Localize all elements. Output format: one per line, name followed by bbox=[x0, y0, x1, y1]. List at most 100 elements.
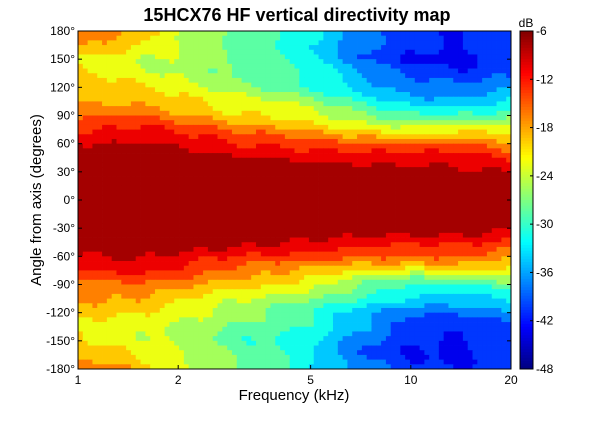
heatmap-cell bbox=[251, 143, 257, 149]
heatmap-cell bbox=[97, 195, 103, 201]
heatmap-cell bbox=[462, 209, 469, 215]
heatmap-cell bbox=[82, 265, 89, 271]
heatmap-cell bbox=[256, 185, 262, 192]
heatmap-cell bbox=[361, 185, 368, 192]
heatmap-cell bbox=[198, 35, 204, 41]
heatmap-cell bbox=[217, 101, 223, 107]
heatmap-cell bbox=[130, 181, 137, 187]
heatmap-cell bbox=[203, 96, 209, 102]
heatmap-cell bbox=[337, 59, 344, 65]
heatmap-cell bbox=[102, 261, 108, 267]
heatmap-cell bbox=[159, 228, 165, 234]
heatmap-cell bbox=[496, 49, 502, 55]
heatmap-cell bbox=[92, 148, 98, 154]
heatmap-cell bbox=[145, 209, 151, 215]
heatmap-cell bbox=[169, 138, 175, 145]
heatmap-cell bbox=[82, 68, 89, 74]
heatmap-cell bbox=[366, 82, 372, 88]
heatmap-cell bbox=[92, 232, 98, 238]
heatmap-cell bbox=[275, 54, 281, 60]
heatmap-cell bbox=[231, 251, 238, 257]
heatmap-cell bbox=[150, 167, 156, 173]
heatmap-cell bbox=[265, 73, 271, 79]
heatmap-cell bbox=[308, 129, 315, 135]
heatmap-cell bbox=[241, 223, 247, 229]
heatmap-cell bbox=[308, 209, 315, 215]
heatmap-cell bbox=[102, 171, 108, 177]
heatmap-cell bbox=[347, 82, 353, 88]
heatmap-cell bbox=[207, 190, 214, 196]
heatmap-cell bbox=[145, 101, 151, 107]
heatmap-cell bbox=[434, 200, 440, 206]
heatmap-cell bbox=[308, 138, 315, 145]
heatmap-cell bbox=[270, 214, 276, 220]
heatmap-cell bbox=[438, 275, 445, 281]
heatmap-cell bbox=[193, 115, 199, 121]
heatmap-cell bbox=[78, 54, 84, 60]
heatmap-cell bbox=[385, 261, 392, 267]
heatmap-cell bbox=[280, 59, 286, 65]
heatmap-cell bbox=[477, 92, 483, 98]
heatmap-cell bbox=[227, 143, 233, 149]
heatmap-cell bbox=[405, 261, 411, 267]
heatmap-cell bbox=[337, 92, 344, 98]
heatmap-cell bbox=[390, 138, 396, 145]
heatmap-cell bbox=[251, 148, 257, 154]
heatmap-cell bbox=[390, 153, 396, 159]
heatmap-cell bbox=[424, 82, 430, 88]
heatmap-cell bbox=[150, 200, 156, 206]
heatmap-cell bbox=[121, 223, 127, 229]
heatmap-cell bbox=[419, 237, 425, 243]
heatmap-cell bbox=[458, 82, 464, 88]
heatmap-cell bbox=[467, 120, 473, 126]
heatmap-cell bbox=[405, 214, 411, 220]
heatmap-cell bbox=[477, 63, 483, 69]
heatmap-cell bbox=[472, 204, 478, 210]
heatmap-cell bbox=[280, 279, 286, 285]
heatmap-cell bbox=[472, 129, 478, 135]
heatmap-cell bbox=[385, 270, 392, 276]
heatmap-cell bbox=[424, 237, 430, 243]
heatmap-cell bbox=[458, 63, 464, 69]
heatmap-cell bbox=[352, 275, 358, 281]
heatmap-cell bbox=[275, 77, 281, 84]
heatmap-cell bbox=[159, 148, 165, 154]
heatmap-cell bbox=[467, 237, 473, 243]
heatmap-cell bbox=[169, 35, 175, 41]
heatmap-cell bbox=[284, 63, 291, 69]
heatmap-cell bbox=[82, 200, 89, 206]
heatmap-cell bbox=[424, 185, 430, 192]
heatmap-cell bbox=[97, 124, 103, 130]
heatmap-cell bbox=[217, 289, 223, 295]
heatmap-cell bbox=[429, 101, 435, 107]
heatmap-cell bbox=[405, 77, 411, 84]
heatmap-cell bbox=[159, 223, 165, 229]
heatmap-cell bbox=[458, 68, 464, 74]
heatmap-cell bbox=[222, 167, 228, 173]
heatmap-cell bbox=[400, 209, 406, 215]
heatmap-cell bbox=[82, 228, 89, 234]
heatmap-cell bbox=[106, 284, 113, 290]
heatmap-cell bbox=[87, 167, 93, 173]
heatmap-cell bbox=[304, 120, 310, 126]
heatmap-cell bbox=[174, 214, 180, 220]
heatmap-cell bbox=[308, 185, 315, 192]
heatmap-cell bbox=[231, 195, 238, 201]
heatmap-cell bbox=[102, 54, 108, 60]
heatmap-cell bbox=[342, 96, 348, 102]
heatmap-cell bbox=[280, 176, 286, 182]
heatmap-cell bbox=[419, 82, 425, 88]
heatmap-cell bbox=[275, 101, 281, 107]
heatmap-cell bbox=[260, 138, 267, 145]
heatmap-cell bbox=[304, 106, 310, 112]
heatmap-cell bbox=[496, 209, 502, 215]
heatmap-cell bbox=[145, 256, 151, 262]
heatmap-cell bbox=[453, 35, 459, 41]
heatmap-cell bbox=[207, 106, 214, 112]
heatmap-cell bbox=[304, 279, 310, 285]
heatmap-cell bbox=[203, 204, 209, 210]
heatmap-cell bbox=[116, 106, 122, 112]
heatmap-cell bbox=[280, 261, 286, 267]
heatmap-cell bbox=[97, 209, 103, 215]
heatmap-cell bbox=[482, 49, 488, 55]
